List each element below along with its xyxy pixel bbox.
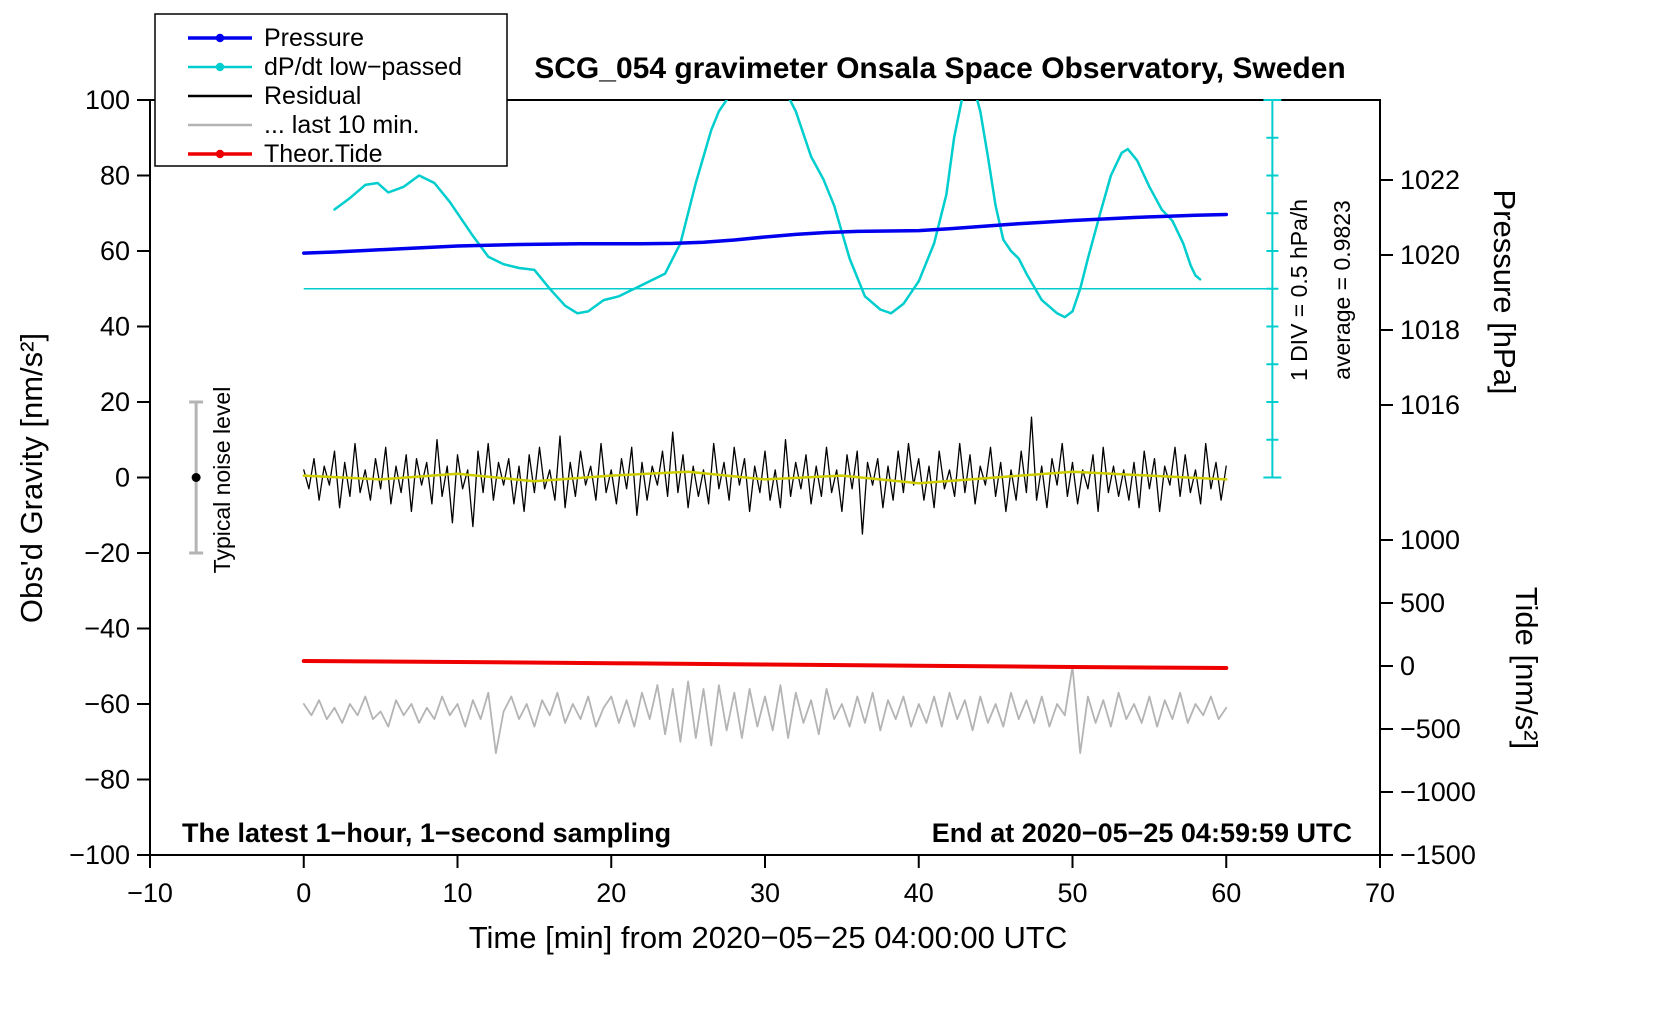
chart-title: SCG_054 gravimeter Onsala Space Observat… (534, 52, 1346, 85)
sampling-note: The latest 1−hour, 1−second sampling (182, 818, 671, 848)
y-axis-label-gravity: Obs'd Gravity [nm/s²] (14, 333, 49, 623)
y-left-tick-label: 100 (85, 85, 130, 115)
x-axis-label: Time [min] from 2020−05−25 04:00:00 UTC (469, 920, 1068, 955)
legend-label-residual: Residual (264, 82, 361, 110)
series (301, 100, 1229, 754)
x-tick-label: 60 (1211, 878, 1241, 908)
y-left-tick-label: 40 (100, 312, 130, 342)
legend-marker-pressure (215, 33, 225, 43)
pressure-tick-label: 1016 (1400, 390, 1460, 420)
tide-tick-label: 500 (1400, 588, 1445, 618)
decorations (189, 99, 1282, 555)
noise-dot (191, 473, 201, 482)
x-tick-label: 50 (1057, 878, 1087, 908)
series-pressure (302, 212, 1229, 255)
legend-label-dpdt: dP/dt low−passed (264, 53, 462, 81)
pressure-tick-label: 1022 (1400, 165, 1460, 195)
x-tick-label: 40 (904, 878, 934, 908)
pressure-tick-label: 1018 (1400, 315, 1460, 345)
tide-tick-label: 1000 (1400, 525, 1460, 555)
y-left-tick-label: −60 (84, 689, 130, 719)
pressure-tick-label: 1020 (1400, 240, 1460, 270)
axes: −10 0 10 20 30 40 50 60 70−100−80−60−40−20020406… (69, 85, 1476, 908)
y-left-tick-label: −40 (84, 614, 130, 644)
end-time-note: End at 2020−05−25 04:59:59 UTC (932, 818, 1352, 848)
legend-label-tide: Theor.Tide (264, 140, 383, 168)
y-left-tick-label: −100 (69, 840, 130, 870)
average-note: average = 0.9823 (1329, 200, 1355, 380)
legend-marker-dpdt (215, 62, 225, 72)
y-left-tick-label: −80 (84, 765, 130, 795)
legend-label-last10: ... last 10 min. (264, 111, 420, 139)
y-left-tick-label: 80 (100, 161, 130, 191)
y-left-tick-label: 60 (100, 236, 130, 266)
tide-tick-label: 0 (1400, 651, 1415, 681)
y-axis-label-pressure: Pressure [hPa] (1487, 189, 1522, 394)
y-left-tick-label: 0 (115, 463, 130, 493)
series-dpdt (333, 100, 1202, 319)
x-tick-label: 10 (442, 878, 472, 908)
series-residual_smooth (302, 470, 1228, 485)
tide-tick-label: −1500 (1400, 840, 1476, 870)
series-residual (303, 416, 1227, 535)
x-tick-label: 30 (750, 878, 780, 908)
x-tick-label: 70 (1365, 878, 1395, 908)
legend-marker-tide (215, 149, 225, 159)
legend-label-pressure: Pressure (264, 24, 364, 52)
y-left-tick-label: −20 (84, 538, 130, 568)
div-note: 1 DIV = 0.5 hPa/h (1286, 199, 1312, 381)
x-tick-label: 0 (296, 878, 311, 908)
tide-tick-label: −500 (1400, 714, 1461, 744)
x-tick-label: −10 (127, 878, 173, 908)
tide-tick-label: −1000 (1400, 777, 1476, 807)
noise-level-label: Typical noise level (209, 387, 235, 574)
y-left-tick-label: 20 (100, 387, 130, 417)
series-tide (301, 659, 1229, 670)
y-axis-label-tide: Tide [nm/s²] (1509, 587, 1544, 750)
x-tick-label: 20 (596, 878, 626, 908)
series-last10 (302, 665, 1228, 754)
